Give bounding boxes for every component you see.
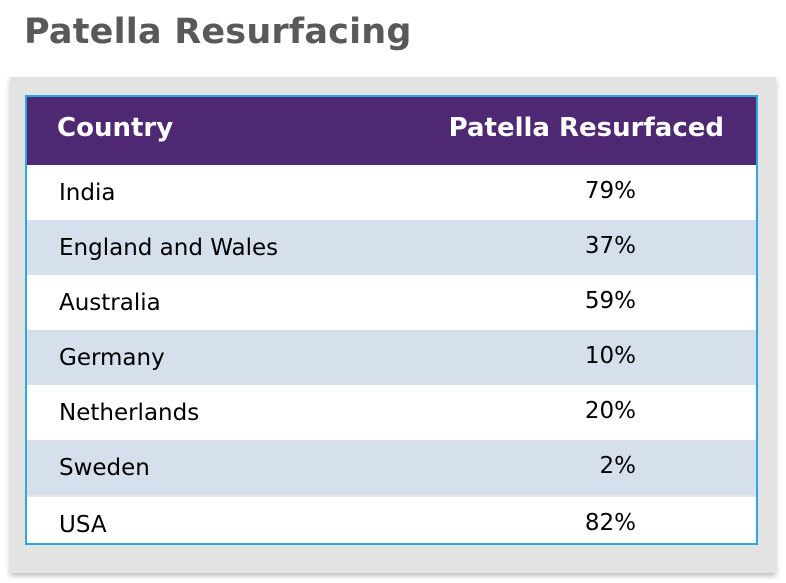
cell-value: 2% (599, 453, 637, 479)
cell-value: 37% (584, 233, 636, 259)
cell-country: USA (59, 512, 107, 538)
data-table: Country Patella Resurfaced India 79% Eng… (25, 95, 758, 545)
header-patella-resurfaced: Patella Resurfaced (448, 113, 724, 143)
table-row: Netherlands 20% (27, 385, 756, 440)
cell-country: Germany (59, 345, 165, 371)
page-title: Patella Resurfacing (24, 12, 412, 52)
table-header: Country Patella Resurfaced (27, 97, 756, 165)
cell-country: Australia (59, 290, 161, 316)
cell-value: 20% (584, 398, 636, 424)
table-row: USA 82% (27, 495, 756, 543)
cell-value: 10% (584, 343, 636, 369)
cell-country: Netherlands (59, 400, 200, 426)
cell-country: England and Wales (59, 235, 279, 261)
table-row: Sweden 2% (27, 440, 756, 495)
table-row: England and Wales 37% (27, 220, 756, 275)
cell-country: Sweden (59, 455, 150, 481)
header-country: Country (57, 113, 174, 143)
table-row: Germany 10% (27, 330, 756, 385)
cell-value: 59% (584, 288, 636, 314)
table-row: India 79% (27, 165, 756, 220)
cell-country: India (59, 180, 116, 206)
cell-value: 79% (584, 178, 636, 204)
table-row: Australia 59% (27, 275, 756, 330)
cell-value: 82% (584, 510, 636, 536)
